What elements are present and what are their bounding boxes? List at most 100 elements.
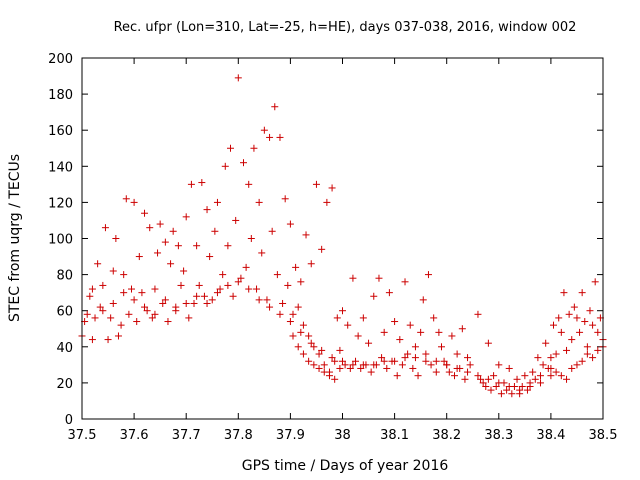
data-point (112, 235, 120, 242)
data-point (234, 278, 242, 286)
y-axis-label: STEC from uqrg / TECUs (7, 154, 23, 322)
data-point (333, 314, 341, 322)
chart-title: Rec. ufpr (Lon=310, Lat=-25, h=HE), days… (114, 20, 577, 35)
x-tick-label: 38.2 (432, 428, 461, 443)
data-point (182, 213, 190, 221)
data-point (547, 354, 555, 362)
data-point (383, 364, 391, 372)
data-point (99, 281, 107, 289)
data-point (484, 339, 492, 347)
data-point (341, 361, 349, 369)
data-point (479, 379, 487, 387)
data-point (302, 231, 310, 239)
data-point (466, 361, 474, 369)
data-point (557, 372, 565, 380)
x-axis-label: GPS time / Days of year 2016 (242, 458, 449, 474)
data-point (339, 357, 346, 365)
data-point (135, 253, 143, 261)
data-point (552, 368, 560, 376)
data-point (320, 361, 328, 369)
y-tick-label: 0 (65, 413, 73, 428)
data-point (247, 235, 255, 242)
data-point (305, 332, 313, 340)
data-point (148, 314, 156, 322)
x-tick-label: 38.3 (484, 428, 513, 443)
data-point (346, 364, 354, 372)
data-point (417, 328, 425, 336)
data-point (216, 285, 224, 293)
data-point (255, 198, 263, 206)
data-point (440, 357, 448, 365)
y-tick-label: 180 (48, 88, 73, 103)
data-point (167, 260, 175, 268)
data-point (484, 375, 492, 383)
data-point (211, 227, 219, 235)
data-point (365, 339, 373, 347)
data-point (226, 144, 234, 152)
data-point (99, 307, 107, 315)
data-point (539, 361, 547, 369)
data-point (255, 296, 263, 304)
data-point (318, 346, 326, 354)
data-point (437, 343, 445, 351)
data-point (430, 314, 438, 322)
data-point (203, 299, 211, 307)
data-point (443, 361, 451, 369)
data-point (464, 368, 472, 376)
data-point (101, 224, 109, 232)
data-point (370, 361, 378, 369)
data-point (445, 368, 453, 376)
data-point (464, 354, 472, 362)
data-point (518, 383, 526, 391)
y-tick-label: 200 (48, 52, 73, 67)
x-tick-label: 38 (334, 428, 351, 443)
data-point (482, 383, 490, 391)
data-point (516, 386, 524, 394)
data-point (323, 198, 331, 206)
data-point (550, 321, 558, 329)
data-point (305, 357, 313, 365)
data-point (213, 198, 221, 206)
data-point (398, 361, 406, 369)
data-point (143, 307, 151, 315)
y-tick-label: 140 (48, 160, 73, 175)
data-point (221, 162, 229, 170)
data-point (422, 350, 430, 358)
data-point (560, 289, 568, 297)
data-point (523, 386, 531, 394)
data-point (133, 318, 141, 326)
data-point (563, 346, 571, 354)
data-point (526, 383, 534, 391)
data-point (419, 296, 427, 304)
data-point (344, 321, 352, 329)
data-point (404, 350, 412, 358)
data-point (294, 303, 302, 311)
data-point (289, 332, 297, 340)
data-point (339, 307, 346, 315)
data-point (127, 285, 135, 293)
data-point (200, 292, 208, 300)
data-point (503, 386, 511, 394)
data-point (318, 245, 326, 253)
data-point (458, 325, 466, 333)
data-point (141, 303, 149, 311)
data-point (578, 289, 586, 297)
data-point (193, 242, 201, 250)
data-point (529, 368, 537, 376)
data-point (268, 227, 276, 235)
data-point (422, 357, 430, 365)
data-point (328, 354, 336, 362)
data-point (310, 343, 318, 351)
data-point (542, 339, 550, 347)
data-point (505, 383, 513, 391)
data-point (281, 195, 289, 203)
data-point (401, 278, 409, 286)
data-point (534, 354, 542, 362)
data-point (490, 372, 498, 380)
data-point (96, 303, 104, 311)
data-point (570, 303, 578, 311)
data-point (411, 354, 419, 362)
data-point (352, 357, 360, 365)
y-tick-label: 40 (56, 341, 73, 356)
